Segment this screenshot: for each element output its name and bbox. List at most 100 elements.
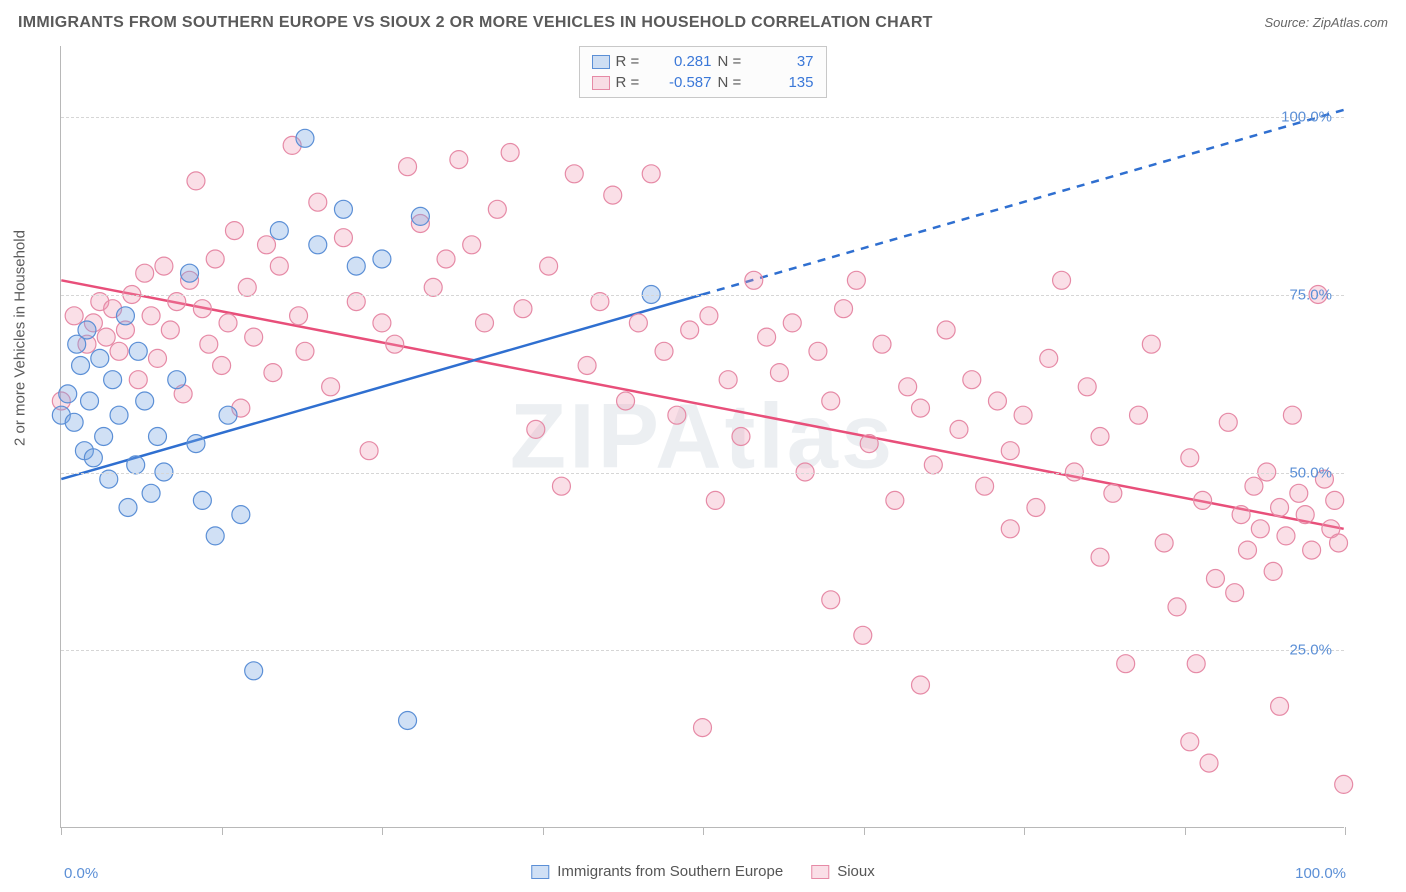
scatter-point [604, 186, 622, 204]
scatter-point [527, 420, 545, 438]
scatter-point [347, 257, 365, 275]
scatter-point [617, 392, 635, 410]
scatter-point [770, 364, 788, 382]
legend-n-value: 135 [758, 72, 814, 93]
scatter-point [758, 328, 776, 346]
scatter-point [91, 349, 109, 367]
legend-n-value: 37 [758, 51, 814, 72]
y-axis-label: 2 or more Vehicles in Household [12, 230, 29, 446]
scatter-point [1027, 499, 1045, 517]
scatter-point [129, 342, 147, 360]
scatter-point [161, 321, 179, 339]
legend-swatch-pink [811, 865, 829, 879]
scatter-point [1181, 733, 1199, 751]
scatter-point [963, 371, 981, 389]
x-tick [1024, 827, 1025, 835]
scatter-point [219, 406, 237, 424]
scatter-point [334, 200, 352, 218]
scatter-point [104, 371, 122, 389]
scatter-point [1001, 442, 1019, 460]
y-tick-label: 100.0% [1281, 109, 1332, 126]
scatter-point [463, 236, 481, 254]
scatter-point [706, 491, 724, 509]
scatter-point [1290, 484, 1308, 502]
scatter-point [1251, 520, 1269, 538]
scatter-point [937, 321, 955, 339]
scatter-point [386, 335, 404, 353]
scatter-point [264, 364, 282, 382]
scatter-point [136, 392, 154, 410]
scatter-point [476, 314, 494, 332]
chart-plot-area: ZIPAtlas R = 0.281 N = 37 R = -0.587 N =… [60, 46, 1344, 828]
legend-row-pink: R = -0.587 N = 135 [592, 72, 814, 93]
scatter-point [78, 321, 96, 339]
gridline [61, 295, 1344, 296]
scatter-point [1142, 335, 1160, 353]
scatter-point [1001, 520, 1019, 538]
series-legend: Immigrants from Southern Europe Sioux [531, 863, 874, 880]
scatter-point [1053, 271, 1071, 289]
scatter-point [411, 207, 429, 225]
scatter-point [822, 392, 840, 410]
scatter-points-layer [61, 46, 1344, 827]
scatter-point [700, 307, 718, 325]
scatter-point [745, 271, 763, 289]
scatter-point [655, 342, 673, 360]
scatter-point [95, 428, 113, 446]
scatter-point [399, 158, 417, 176]
scatter-point [873, 335, 891, 353]
y-tick-label: 75.0% [1289, 286, 1332, 303]
scatter-point [1271, 697, 1289, 715]
scatter-point [258, 236, 276, 254]
scatter-point [219, 314, 237, 332]
legend-r-value: -0.587 [656, 72, 712, 93]
scatter-point [1155, 534, 1173, 552]
scatter-point [976, 477, 994, 495]
scatter-point [1335, 775, 1353, 793]
scatter-point [1296, 506, 1314, 524]
scatter-point [206, 527, 224, 545]
scatter-point [1168, 598, 1186, 616]
scatter-point [360, 442, 378, 460]
title-bar: IMMIGRANTS FROM SOUTHERN EUROPE VS SIOUX… [18, 14, 1388, 32]
legend-swatch-blue [531, 865, 549, 879]
x-tick [1185, 827, 1186, 835]
scatter-point [1239, 541, 1257, 559]
scatter-point [149, 428, 167, 446]
scatter-point [1181, 449, 1199, 467]
chart-title: IMMIGRANTS FROM SOUTHERN EUROPE VS SIOUX… [18, 14, 933, 32]
scatter-point [514, 300, 532, 318]
x-tick [382, 827, 383, 835]
scatter-point [232, 506, 250, 524]
scatter-point [1014, 406, 1032, 424]
scatter-point [1226, 584, 1244, 602]
scatter-point [168, 371, 186, 389]
scatter-point [270, 257, 288, 275]
scatter-point [450, 151, 468, 169]
legend-item-blue: Immigrants from Southern Europe [531, 863, 783, 880]
scatter-point [899, 378, 917, 396]
scatter-point [1303, 541, 1321, 559]
scatter-point [399, 712, 417, 730]
scatter-point [1283, 406, 1301, 424]
scatter-point [719, 371, 737, 389]
legend-label: Sioux [837, 863, 875, 880]
source-label: Source: ZipAtlas.com [1264, 15, 1388, 30]
scatter-point [72, 357, 90, 375]
scatter-point [924, 456, 942, 474]
legend-label: Immigrants from Southern Europe [557, 863, 783, 880]
scatter-point [65, 413, 83, 431]
scatter-point [270, 222, 288, 240]
scatter-point [912, 676, 930, 694]
scatter-point [187, 435, 205, 453]
scatter-point [142, 484, 160, 502]
scatter-point [1206, 570, 1224, 588]
scatter-point [290, 307, 308, 325]
scatter-point [59, 385, 77, 403]
scatter-point [1264, 562, 1282, 580]
scatter-point [181, 264, 199, 282]
scatter-point [809, 342, 827, 360]
scatter-point [142, 307, 160, 325]
scatter-point [1104, 484, 1122, 502]
scatter-point [886, 491, 904, 509]
